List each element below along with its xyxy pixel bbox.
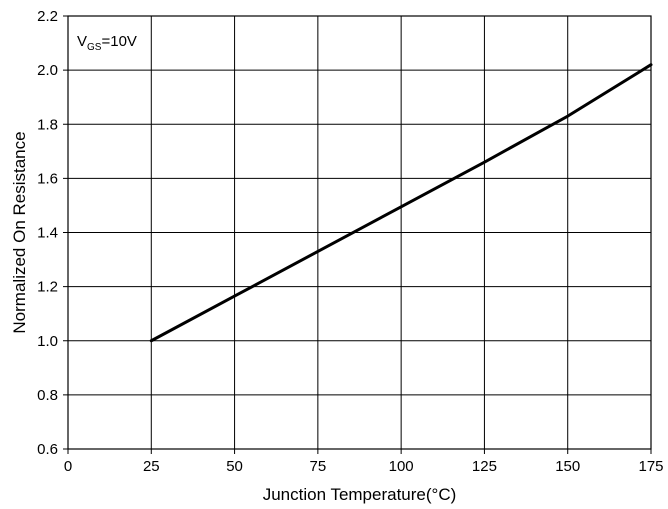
x-tick-labels: 0 25 50 75 100 125 150 175 [64, 449, 664, 475]
series-layer [149, 63, 653, 343]
series-line [149, 63, 653, 343]
annotation-vgs: VGS=10V [77, 33, 137, 53]
x-tick-label: 0 [64, 458, 72, 475]
y-tick-labels: 0.6 0.8 1.0 1.2 1.4 1.6 1.8 2.0 2.2 [37, 8, 68, 458]
annotation-suffix: =10V [101, 33, 136, 50]
y-tick-label: 0.6 [37, 441, 58, 458]
y-tick-label: 1.4 [37, 225, 58, 242]
annotation-main: V [77, 33, 87, 50]
x-tick-label: 25 [143, 458, 160, 475]
x-tick-label: 150 [555, 458, 580, 475]
x-tick-label: 50 [226, 458, 243, 475]
y-tick-label: 1.2 [37, 279, 58, 296]
annotation-subscript: GS [87, 42, 102, 53]
y-tick-label: 0.8 [37, 387, 58, 404]
x-tick-label: 175 [638, 458, 663, 475]
y-tick-label: 2.0 [37, 62, 58, 79]
x-tick-label: 125 [472, 458, 497, 475]
y-tick-label: 1.8 [37, 116, 58, 133]
y-tick-label: 1.6 [37, 170, 58, 187]
y-tick-label: 2.2 [37, 8, 58, 25]
x-tick-label: 75 [310, 458, 327, 475]
y-tick-label: 1.0 [37, 333, 58, 350]
y-axis-label: Normalized On Resistance [10, 131, 29, 333]
x-tick-label: 100 [389, 458, 414, 475]
x-axis-label: Junction Temperature(°C) [263, 485, 457, 504]
